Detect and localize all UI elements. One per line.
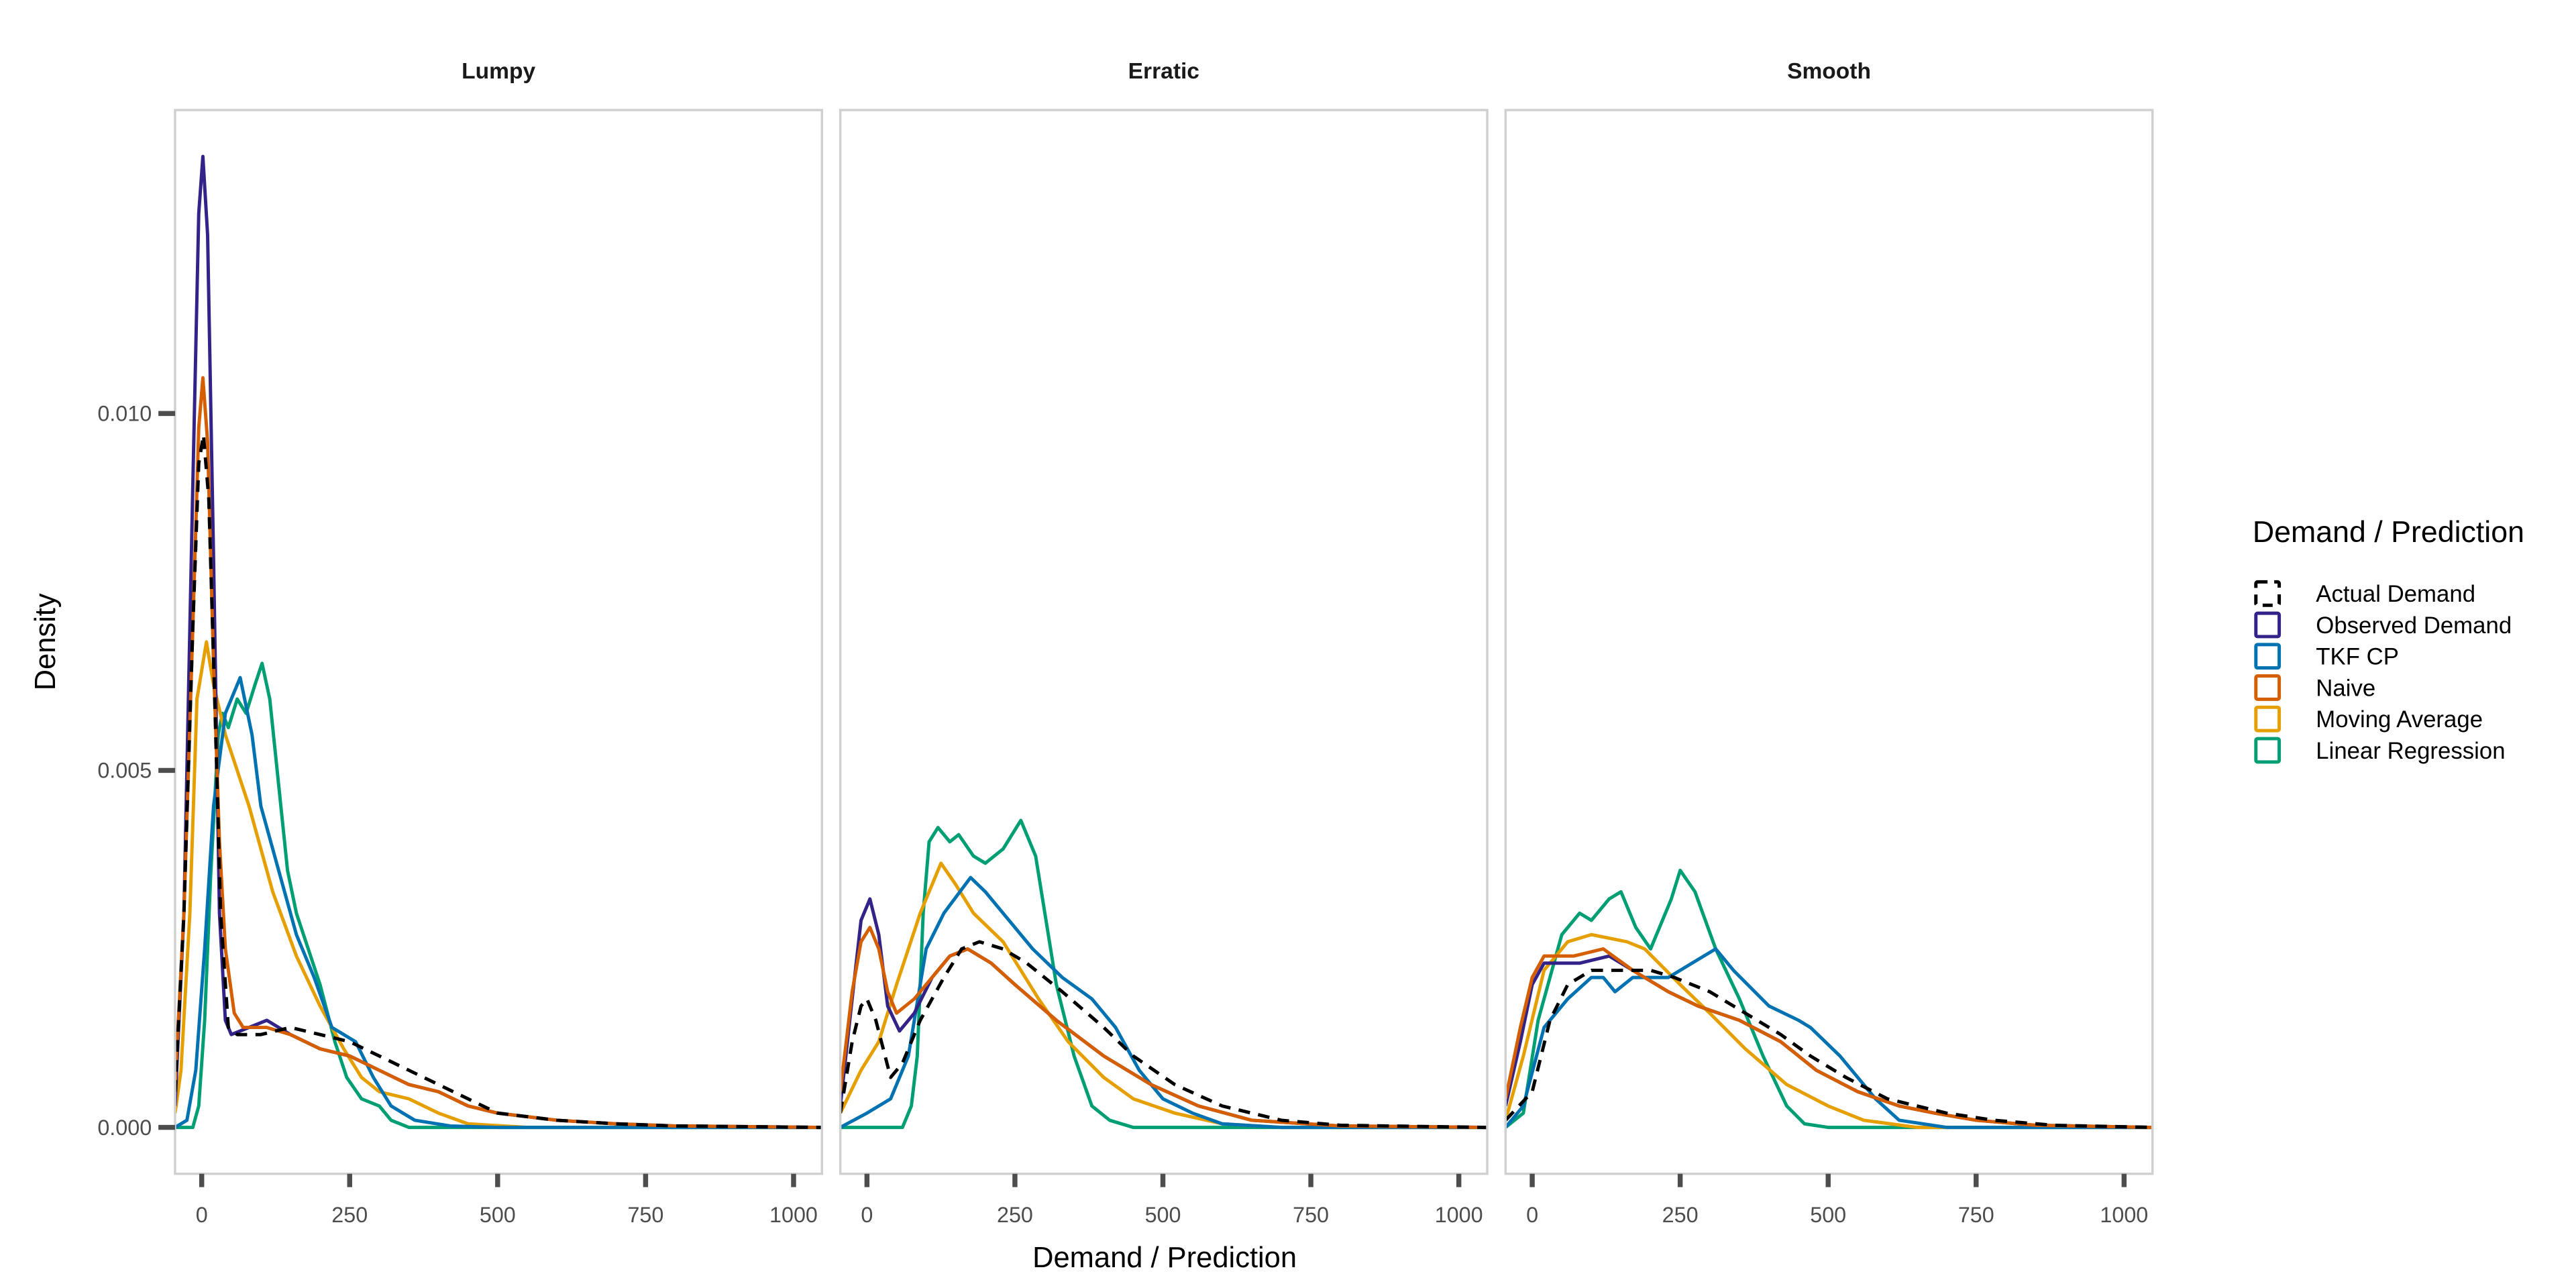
y-axis-title: Density <box>30 593 62 690</box>
legend-item: Observed Demand <box>2254 611 2512 639</box>
panel-title: Erratic <box>1128 59 1199 84</box>
panel-title: Lumpy <box>462 59 535 84</box>
legend-key-tkf-cp <box>2254 643 2282 670</box>
legend-label: Linear Regression <box>2316 739 2505 764</box>
density-line-tkf-cp <box>1505 947 2153 1130</box>
y-tick-label: 0.005 <box>97 759 152 783</box>
x-tick-label: 0 <box>861 1203 873 1227</box>
density-line-observed-demand <box>174 154 822 1130</box>
x-tick-label: 250 <box>331 1203 368 1227</box>
density-line-actual-demand <box>1505 968 2153 1130</box>
density-line-linear-regression <box>174 661 822 1130</box>
legend-label: Observed Demand <box>2316 613 2512 639</box>
density-line-linear-regression <box>840 818 1488 1130</box>
legend-title: Demand / Prediction <box>2253 516 2524 549</box>
density-line-linear-regression <box>1505 868 2153 1130</box>
density-line-naive <box>1505 947 2153 1130</box>
panel-lumpy: Lumpy 0 250 500 750 1000 0.000 0.005 0.010 <box>97 59 824 1227</box>
x-axis-title: Demand / Prediction <box>1032 1242 1297 1274</box>
y-tick-label: 0.010 <box>97 402 152 426</box>
legend-item: TKF CP <box>2254 643 2399 670</box>
density-line-moving-average <box>840 861 1488 1130</box>
legend-key-observed-demand <box>2254 611 2282 639</box>
x-tick-label: 0 <box>196 1203 208 1227</box>
legend-label: Moving Average <box>2316 707 2483 733</box>
panel-border <box>839 109 1489 1175</box>
x-tick-label: 0 <box>1526 1203 1538 1227</box>
density-line-tkf-cp <box>174 676 822 1130</box>
series-group <box>1505 868 2153 1130</box>
x-tick-label: 500 <box>1810 1203 1846 1227</box>
density-line-observed-demand <box>1505 954 2153 1130</box>
legend-item: Actual Demand <box>2254 580 2475 607</box>
density-line-actual-demand <box>840 940 1488 1130</box>
density-line-naive <box>174 376 822 1130</box>
legend-label: Naive <box>2316 676 2375 701</box>
legend-label: TKF CP <box>2316 645 2399 670</box>
x-tick-label: 500 <box>1145 1203 1181 1227</box>
series-group <box>840 818 1488 1130</box>
legend-key-linear-regression <box>2254 737 2282 764</box>
x-tick-label: 750 <box>1958 1203 1994 1227</box>
x-tick-label: 500 <box>480 1203 516 1227</box>
density-line-moving-average <box>174 640 822 1130</box>
legend-item: Linear Regression <box>2254 737 2506 764</box>
x-tick-label: 750 <box>1293 1203 1329 1227</box>
legend-key-naive <box>2254 674 2282 701</box>
legend-key-moving-average <box>2254 705 2282 733</box>
legend-key-actual-demand <box>2254 580 2282 607</box>
x-tick-label: 250 <box>997 1203 1033 1227</box>
density-line-tkf-cp <box>840 875 1488 1130</box>
x-tick-label: 1000 <box>1435 1203 1483 1227</box>
x-tick-label: 750 <box>627 1203 663 1227</box>
panel-erratic: Erratic 0 250 500 750 1000 <box>839 59 1489 1227</box>
panel-border <box>1504 109 2154 1175</box>
legend-item: Naive <box>2254 674 2375 701</box>
legend-item: Moving Average <box>2254 705 2483 733</box>
y-tick-label: 0.000 <box>97 1116 152 1140</box>
panel-title: Smooth <box>1787 59 1871 84</box>
x-tick-label: 1000 <box>769 1203 818 1227</box>
panel-border <box>174 109 824 1175</box>
legend-label: Actual Demand <box>2316 582 2475 607</box>
x-tick-label: 1000 <box>2100 1203 2148 1227</box>
density-line-observed-demand <box>840 897 1488 1130</box>
density-line-actual-demand <box>174 433 822 1130</box>
x-tick-label: 250 <box>1662 1203 1699 1227</box>
panel-smooth: Smooth 0 250 500 750 1000 <box>1504 59 2154 1227</box>
series-group <box>174 154 822 1130</box>
panels: Lumpy 0 250 500 750 1000 0.000 0.005 0.010 Errati… <box>97 59 2154 1227</box>
legend: Demand / Prediction Actual Demand Observe… <box>2253 516 2524 764</box>
density-line-moving-average <box>1505 932 2153 1130</box>
